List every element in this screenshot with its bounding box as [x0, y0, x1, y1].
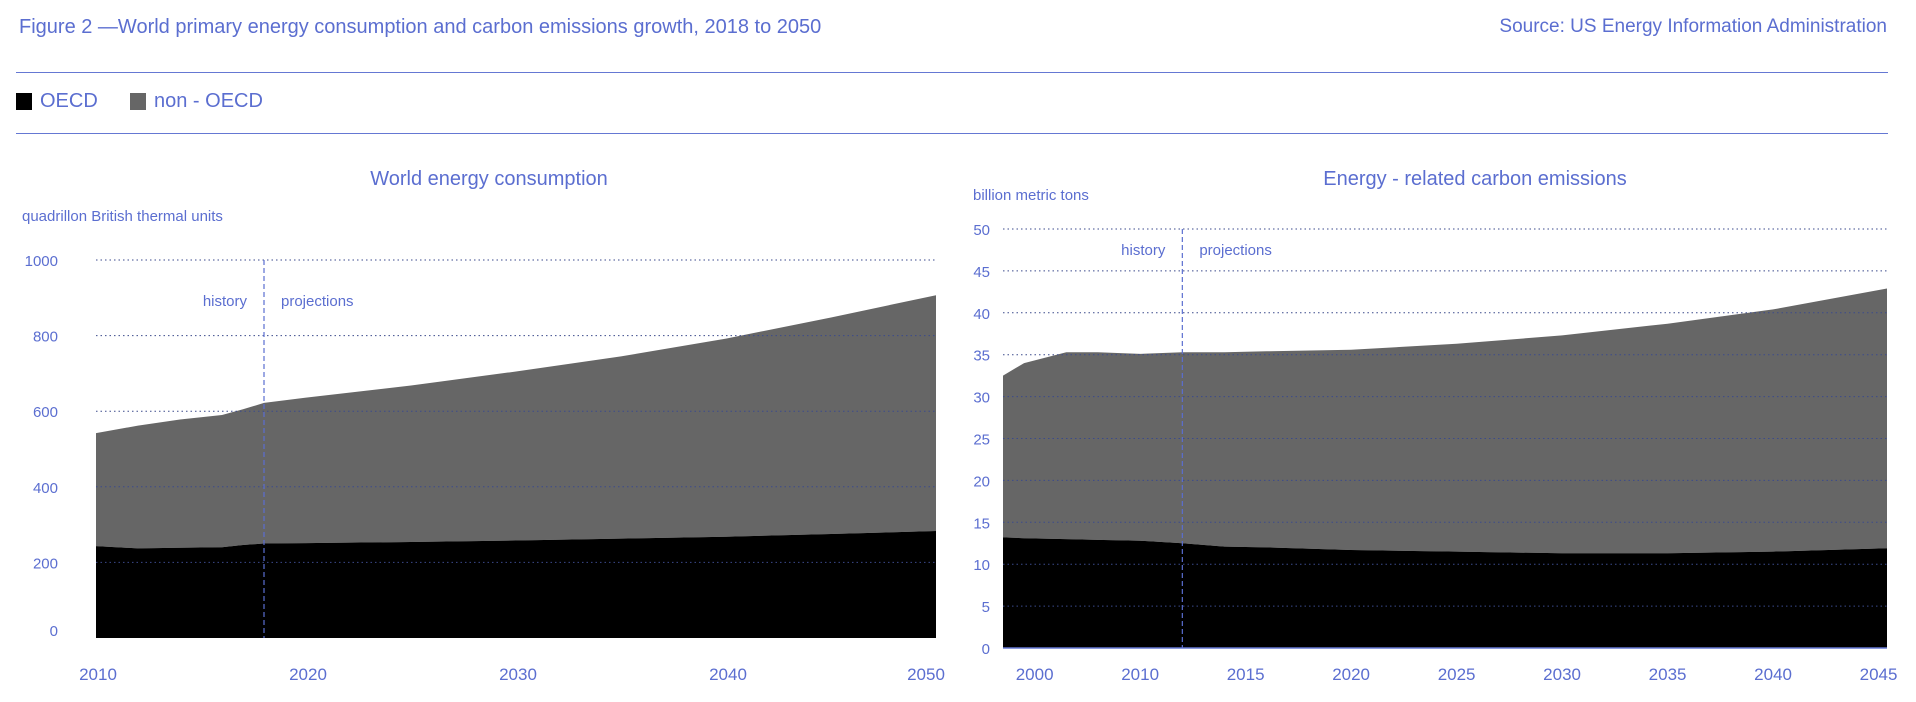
energy-y-tick-label: 600	[33, 404, 58, 421]
energy-projections-label: projections	[281, 293, 354, 310]
emissions-projections-label: projections	[1199, 242, 1272, 259]
header-divider	[16, 72, 1888, 73]
energy-y-tick-label: 1000	[25, 253, 58, 270]
emissions-chart-title: Energy - related carbon emissions	[1323, 168, 1626, 190]
legend-divider	[16, 133, 1888, 134]
energy-y-tick-label: 400	[33, 480, 58, 497]
emissions-y-tick-label: 5	[982, 599, 990, 616]
figure-title: Figure 2 —World primary energy consumpti…	[19, 16, 822, 38]
emissions-y-axis-label: billion metric tons	[973, 187, 1089, 204]
emissions-y-tick-label: 20	[973, 473, 990, 490]
emissions-history-label: history	[1121, 242, 1166, 259]
energy-y-axis-label: quadrillon British thermal units	[22, 208, 223, 225]
energy-x-tick-label: 2040	[709, 665, 747, 684]
energy-x-tick-label: 2010	[79, 665, 117, 684]
energy-x-tick-label: 2030	[499, 665, 537, 684]
emissions-x-tick-label: 2035	[1649, 665, 1687, 684]
legend-label-non-oecd: non - OECD	[154, 90, 263, 112]
emissions-x-tick-label: 2020	[1332, 665, 1370, 684]
energy-history-label: history	[203, 293, 248, 310]
energy-x-tick-label: 2050	[907, 665, 945, 684]
emissions-x-tick-label: 2025	[1438, 665, 1476, 684]
emissions-y-tick-label: 0	[982, 641, 990, 658]
emissions-y-tick-label: 40	[973, 306, 990, 323]
emissions-x-tick-label: 2045	[1860, 665, 1898, 684]
emissions-x-tick-label: 2030	[1543, 665, 1581, 684]
emissions-x-tick-label: 2000	[1016, 665, 1054, 684]
emissions-x-tick-label: 2040	[1754, 665, 1792, 684]
energy-area-oecd	[96, 531, 936, 638]
legend-item-non-oecd: non - OECD	[130, 90, 263, 113]
legend-item-oecd: OECD	[16, 90, 98, 113]
legend-label-oecd: OECD	[40, 90, 98, 112]
energy-y-tick-label: 200	[33, 555, 58, 572]
source-note: Source: US Energy Information Administra…	[1499, 16, 1887, 37]
emissions-y-tick-label: 15	[973, 515, 990, 532]
emissions-y-tick-label: 30	[973, 390, 990, 407]
energy-chart-title: World energy consumption	[370, 168, 608, 190]
legend-swatch-oecd	[16, 93, 32, 110]
emissions-y-tick-label: 35	[973, 348, 990, 365]
energy-y-tick-label: 0	[50, 623, 58, 640]
emissions-y-tick-label: 25	[973, 432, 990, 449]
emissions-area-oecd	[1003, 537, 1887, 648]
emissions-y-tick-label: 45	[973, 264, 990, 281]
emissions-x-tick-label: 2015	[1227, 665, 1265, 684]
emissions-y-tick-label: 10	[973, 557, 990, 574]
legend-swatch-non-oecd	[130, 93, 146, 110]
energy-x-tick-label: 2020	[289, 665, 327, 684]
energy-area-non-oecd	[96, 295, 936, 549]
emissions-area-non-oecd	[1003, 288, 1887, 554]
emissions-y-tick-label: 50	[973, 222, 990, 239]
energy-y-tick-label: 800	[33, 329, 58, 346]
emissions-x-tick-label: 2010	[1121, 665, 1159, 684]
